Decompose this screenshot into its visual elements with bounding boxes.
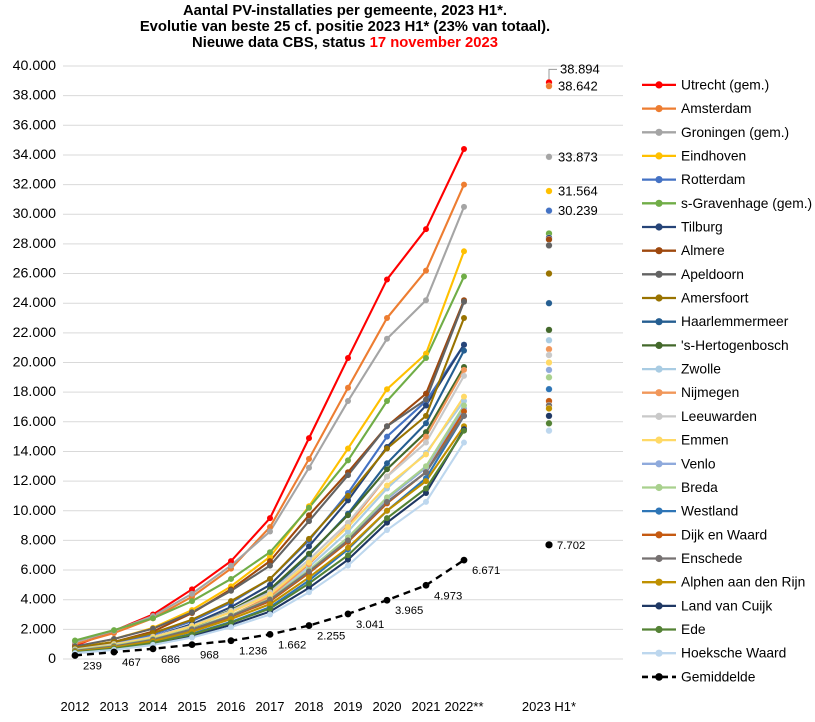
svg-text:38.000: 38.000: [13, 88, 57, 104]
svg-text:686: 686: [161, 654, 180, 666]
svg-text:2023 H1*: 2023 H1*: [522, 699, 576, 714]
svg-text:40.000: 40.000: [13, 58, 57, 74]
svg-text:467: 467: [122, 657, 141, 669]
svg-text:38.894: 38.894: [560, 61, 600, 76]
svg-text:Evolutie van beste 25 cf. pos: Evolutie van beste 25 cf. positie 2023 H…: [140, 19, 550, 35]
svg-text:32.000: 32.000: [13, 177, 57, 193]
svg-text:22.000: 22.000: [13, 325, 57, 341]
svg-text:4.000: 4.000: [20, 592, 56, 608]
svg-text:38.642: 38.642: [558, 79, 598, 94]
svg-text:Amsterdam: Amsterdam: [681, 101, 752, 116]
svg-text:Gemiddelde: Gemiddelde: [681, 669, 756, 684]
svg-text:2.255: 2.255: [317, 631, 345, 643]
svg-text:Hoeksche Waard: Hoeksche Waard: [681, 646, 786, 661]
svg-text:7.702: 7.702: [557, 540, 585, 552]
svg-text:Apeldoorn: Apeldoorn: [681, 267, 744, 282]
svg-text:16.000: 16.000: [13, 414, 57, 430]
svg-text:26.000: 26.000: [13, 266, 57, 282]
svg-text:Eindhoven: Eindhoven: [681, 148, 746, 163]
svg-text:2015: 2015: [178, 699, 207, 714]
svg-text:1.236: 1.236: [239, 646, 267, 658]
svg-text:Groningen (gem.): Groningen (gem.): [681, 125, 789, 140]
svg-text:Emmen: Emmen: [681, 433, 729, 448]
svg-text:Land van Cuijk: Land van Cuijk: [681, 598, 772, 613]
svg-text:Aantal PV-installaties per ge: Aantal PV-installaties per gemeente, 202…: [183, 3, 507, 19]
svg-text:Alphen aan den Rijn: Alphen aan den Rijn: [681, 575, 805, 590]
svg-text:Rotterdam: Rotterdam: [681, 172, 745, 187]
svg-text:Breda: Breda: [681, 480, 718, 495]
svg-text:36.000: 36.000: [13, 117, 57, 133]
svg-text:3.965: 3.965: [395, 605, 423, 617]
svg-text:2021: 2021: [412, 699, 441, 714]
svg-text:Almere: Almere: [681, 243, 725, 258]
svg-text:6.000: 6.000: [20, 562, 56, 578]
svg-text:28.000: 28.000: [13, 236, 57, 252]
svg-text:Westland: Westland: [681, 504, 738, 519]
svg-text:30.000: 30.000: [13, 206, 57, 222]
svg-text:2016: 2016: [217, 699, 246, 714]
svg-text:12.000: 12.000: [13, 473, 57, 489]
svg-text:2012: 2012: [61, 699, 90, 714]
svg-text:Nieuwe data CBS, status 17 no: Nieuwe data CBS, status 17 november 2023: [192, 35, 498, 51]
svg-text:2019: 2019: [334, 699, 363, 714]
svg-text:Leeuwarden: Leeuwarden: [681, 409, 757, 424]
svg-text:3.041: 3.041: [356, 619, 384, 631]
svg-text:Haarlemmermeer: Haarlemmermeer: [681, 314, 789, 329]
svg-text:2022**: 2022**: [444, 699, 483, 714]
svg-text:31.564: 31.564: [558, 184, 598, 199]
svg-text:24.000: 24.000: [13, 295, 57, 311]
svg-text:Dijk en Waard: Dijk en Waard: [681, 527, 767, 542]
svg-text:s-Gravenhage (gem.): s-Gravenhage (gem.): [681, 196, 812, 211]
svg-text:2020: 2020: [373, 699, 402, 714]
svg-text:6.671: 6.671: [472, 565, 500, 577]
svg-text:Tilburg: Tilburg: [681, 220, 723, 235]
svg-text:Zwolle: Zwolle: [681, 362, 721, 377]
svg-text:4.973: 4.973: [434, 590, 462, 602]
svg-text:'s-Hertogenbosch: 's-Hertogenbosch: [681, 338, 789, 353]
svg-text:2013: 2013: [100, 699, 129, 714]
svg-text:Enschede: Enschede: [681, 551, 743, 566]
svg-text:33.873: 33.873: [558, 149, 598, 164]
svg-text:968: 968: [200, 650, 219, 662]
svg-text:0: 0: [48, 651, 56, 667]
svg-text:Amersfoort: Amersfoort: [681, 291, 749, 306]
svg-text:8.000: 8.000: [20, 532, 56, 548]
svg-text:Nijmegen: Nijmegen: [681, 385, 739, 400]
svg-text:34.000: 34.000: [13, 147, 57, 163]
svg-text:Utrecht (gem.): Utrecht (gem.): [681, 77, 769, 92]
svg-text:Venlo: Venlo: [681, 456, 716, 471]
svg-text:2018: 2018: [295, 699, 324, 714]
svg-text:14.000: 14.000: [13, 444, 57, 460]
svg-text:10.000: 10.000: [13, 503, 57, 519]
svg-text:Ede: Ede: [681, 622, 706, 637]
svg-text:2.000: 2.000: [20, 621, 56, 637]
svg-text:18.000: 18.000: [13, 384, 57, 400]
svg-text:2014: 2014: [139, 699, 168, 714]
svg-text:30.239: 30.239: [558, 203, 598, 218]
svg-text:2017: 2017: [256, 699, 285, 714]
svg-text:1.662: 1.662: [278, 639, 306, 651]
svg-text:20.000: 20.000: [13, 355, 57, 371]
svg-text:239: 239: [83, 660, 102, 672]
